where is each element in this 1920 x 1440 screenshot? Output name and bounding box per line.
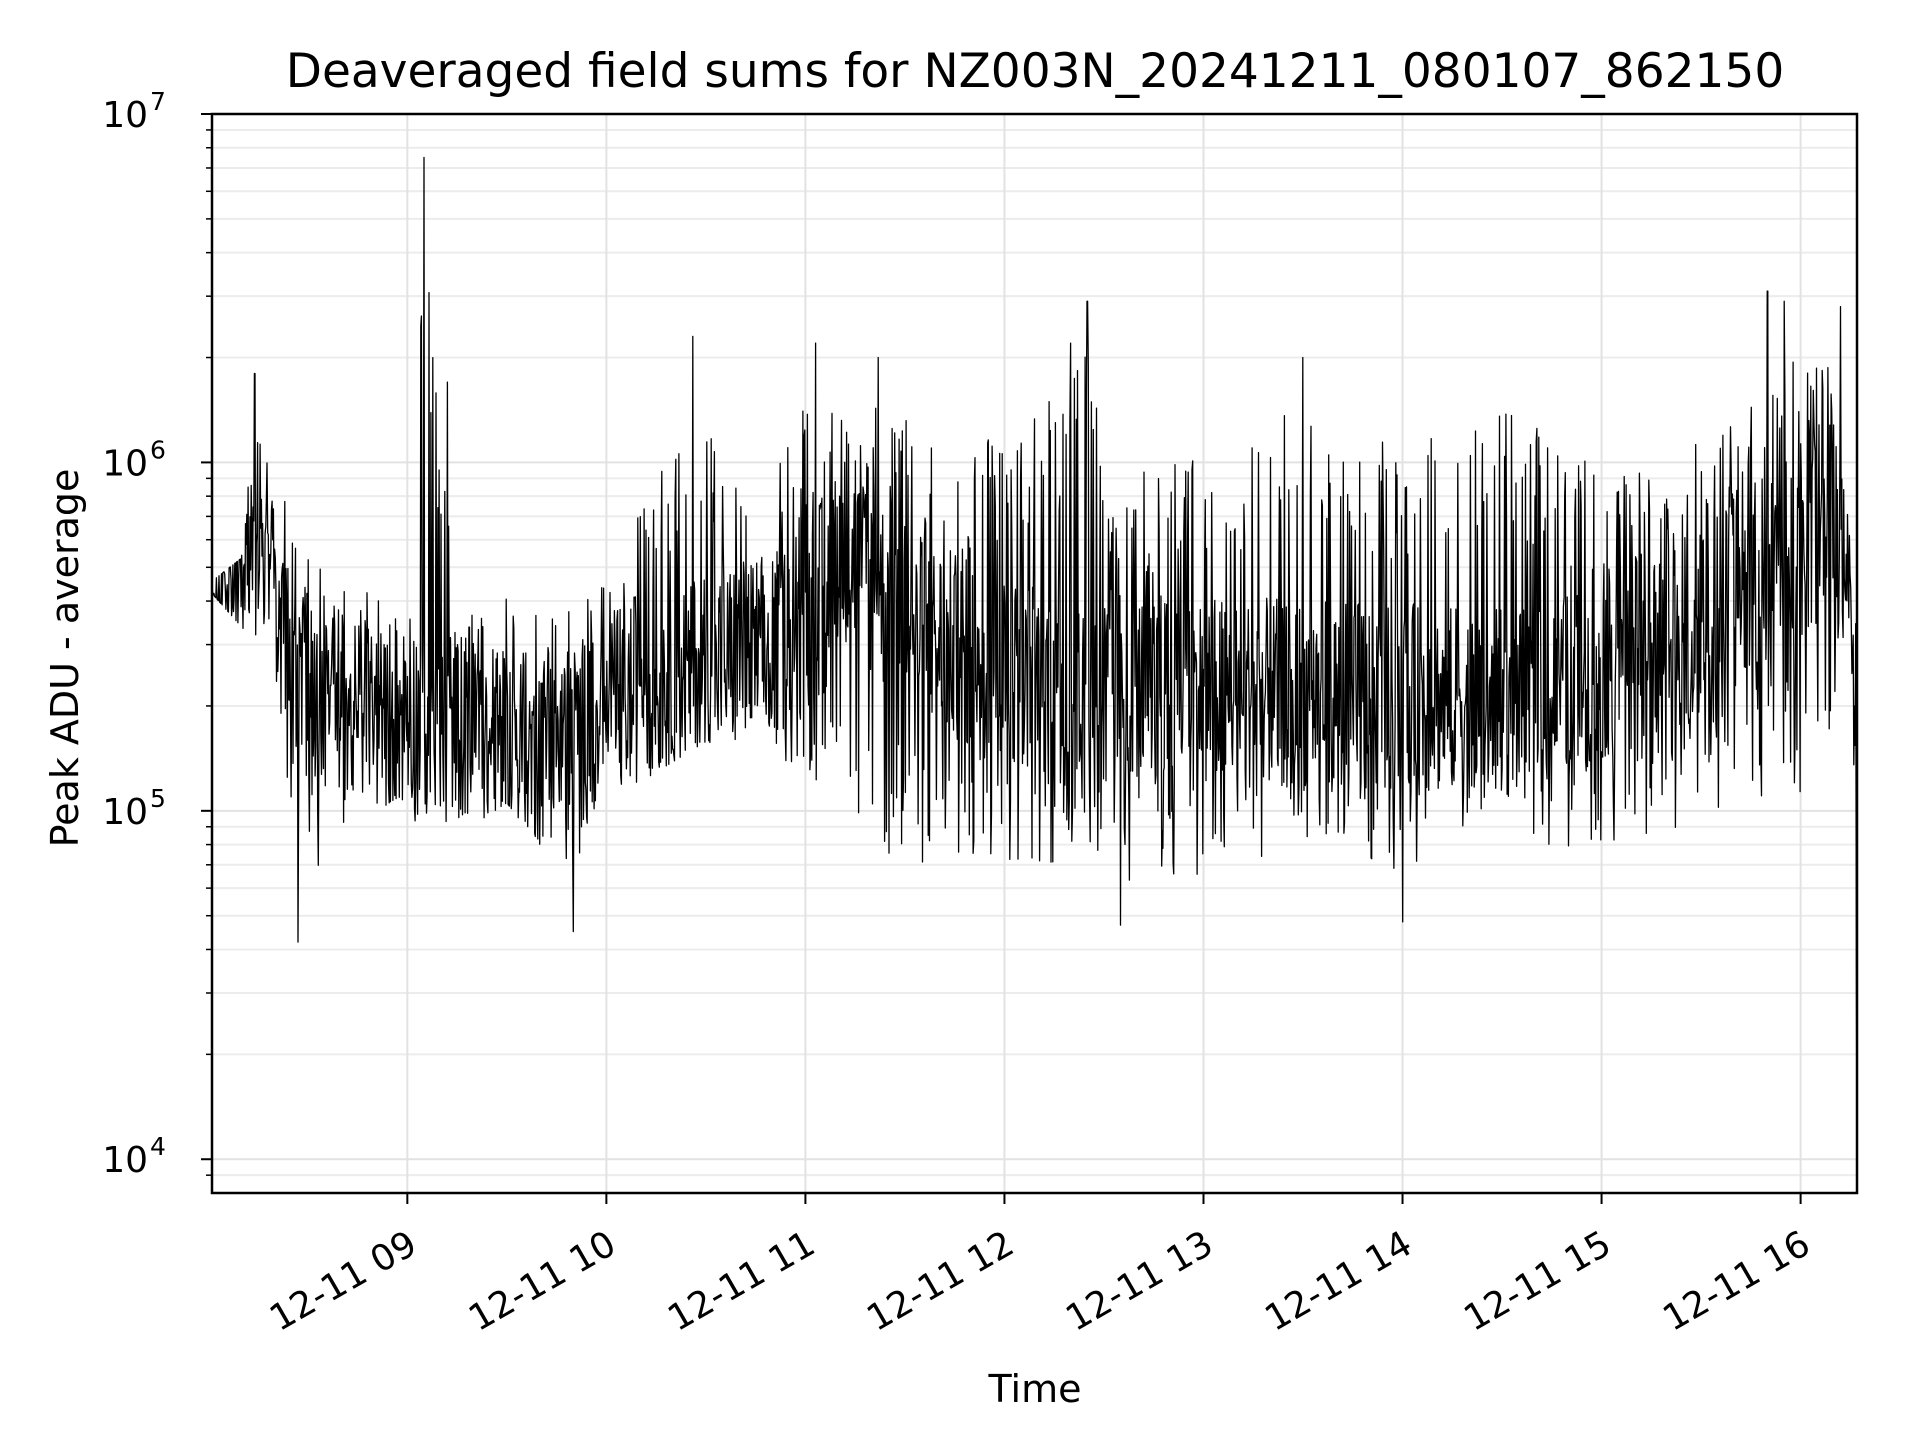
y-tick-label: 10 <box>102 443 148 484</box>
plot-frame <box>210 112 1859 1195</box>
y-tick-exponent: 7 <box>150 87 166 116</box>
x-axis-label: Time <box>988 1367 1082 1411</box>
series-line <box>211 156 1858 1145</box>
y-tick-exponent: 4 <box>150 1132 166 1161</box>
y-tick-label: 10 <box>102 792 148 833</box>
y-tick-exponent: 5 <box>150 784 166 813</box>
chart-title: Deaveraged field sums for NZ003N_2024121… <box>286 44 1784 99</box>
y-axis-label: Peak ADU - average <box>43 469 87 848</box>
y-tick-label: 10 <box>102 1140 148 1181</box>
y-tick-label: 10 <box>102 95 148 136</box>
series-group <box>211 156 1858 1145</box>
y-tick-exponent: 6 <box>150 435 166 464</box>
